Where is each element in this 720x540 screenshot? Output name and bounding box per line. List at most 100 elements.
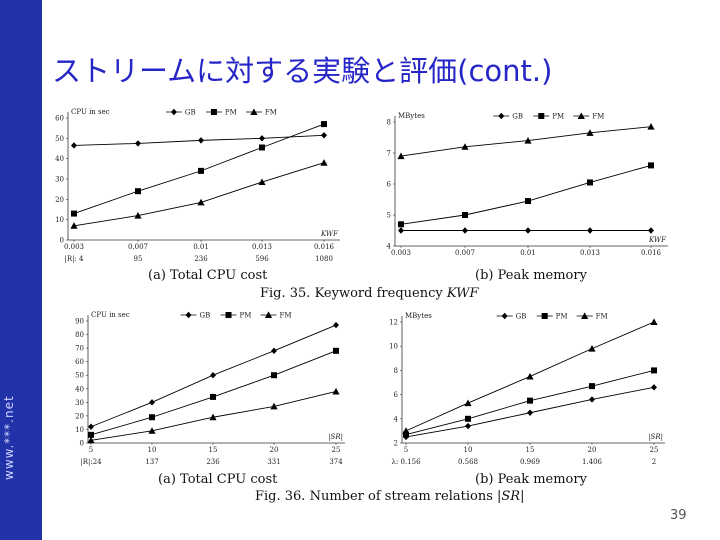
x-extra-label: 236 [194, 255, 208, 263]
figure-caption-36: Fig. 36. Number of stream relations |SR| [255, 489, 524, 504]
slide-title: ストリームに対する実験と評価(cont.) [52, 54, 553, 88]
legend-marker [264, 311, 273, 318]
legend-label: FM [265, 109, 277, 117]
y-tick-label: 6 [394, 391, 399, 399]
y-tick-label: 8 [387, 119, 391, 127]
data-point [87, 436, 95, 444]
data-point [270, 402, 278, 410]
x-tick-label: 0.016 [314, 243, 335, 251]
data-point [320, 159, 328, 166]
legend-label: PM [552, 113, 564, 121]
data-point [461, 143, 469, 150]
y-tick-label: 10 [75, 426, 84, 434]
data-point [197, 198, 205, 206]
data-point [148, 427, 156, 434]
data-point [398, 227, 404, 234]
data-point [465, 422, 471, 430]
data-point [647, 123, 655, 130]
data-point [333, 321, 339, 329]
data-point [210, 372, 216, 379]
y-axis-label: CPU in sec [71, 108, 110, 116]
x-extra-label: 1080 [315, 255, 333, 263]
data-point [258, 178, 266, 186]
x-tick-label: 0.007 [128, 243, 148, 251]
data-point [462, 227, 468, 234]
legend-marker [210, 109, 217, 115]
x-axis-label: KWF [320, 230, 339, 238]
x-tick-label: 0.01 [520, 249, 536, 257]
data-point [586, 129, 594, 136]
data-point [321, 132, 327, 139]
series-line [90, 350, 337, 436]
data-point [149, 399, 155, 406]
y-tick-label: 0 [60, 237, 64, 245]
data-point [403, 431, 409, 438]
data-point [398, 221, 404, 228]
legend-marker [581, 312, 589, 319]
data-point [71, 210, 77, 217]
caption-a-top: (a) Total CPU cost [148, 268, 268, 283]
y-tick-label: 2 [394, 440, 398, 448]
data-point [651, 367, 657, 374]
x-extra-label: 0.969 [520, 458, 540, 466]
x-axis-label: |SR| [328, 433, 343, 441]
y-tick-label: 7 [387, 150, 391, 158]
x-extra-label: 331 [267, 458, 280, 466]
data-point [259, 144, 265, 151]
y-tick-label: 40 [75, 385, 84, 393]
data-point [134, 212, 142, 219]
data-point [333, 347, 339, 354]
data-point [524, 137, 532, 144]
x-extra-label: 374 [329, 458, 343, 466]
y-tick-label: 4 [387, 243, 392, 251]
x-extra-label: |R|:24 [80, 458, 102, 466]
data-point [321, 121, 327, 128]
y-tick-label: 10 [389, 343, 398, 351]
y-tick-label: 8 [394, 367, 398, 375]
y-tick-label: 70 [75, 345, 84, 353]
x-tick-label: 5 [404, 446, 408, 454]
x-axis-label: |SR| [648, 433, 663, 441]
y-tick-label: 20 [75, 412, 84, 420]
legend-marker [225, 312, 232, 318]
y-tick-label: 4 [394, 415, 399, 423]
legend-marker [250, 108, 258, 115]
data-point [527, 409, 533, 416]
legend-marker [185, 311, 192, 319]
caption-b-bottom: (b) Peak memory [475, 472, 588, 487]
legend-label: GB [516, 313, 527, 321]
data-point [149, 414, 155, 421]
data-point [88, 423, 94, 430]
x-tick-label: 0.013 [252, 243, 272, 251]
legend-label: PM [240, 312, 252, 320]
data-point [71, 142, 77, 149]
x-tick-label: 25 [650, 446, 659, 454]
y-tick-label: 30 [55, 176, 64, 184]
x-tick-label: 15 [526, 446, 535, 454]
data-point [589, 383, 595, 390]
y-tick-label: 60 [55, 115, 64, 123]
legend-label: GB [200, 312, 211, 320]
y-tick-label: 6 [387, 181, 392, 189]
data-point [587, 227, 593, 234]
data-point [648, 162, 654, 169]
x-tick-label: 15 [209, 446, 218, 454]
data-point [462, 212, 468, 218]
data-point [88, 431, 94, 438]
data-point [397, 152, 405, 160]
y-tick-label: 90 [75, 318, 84, 326]
data-point [525, 227, 531, 234]
y-tick-label: 60 [75, 358, 84, 366]
y-tick-label: 80 [75, 331, 84, 339]
x-extra-label: 0.568 [458, 458, 478, 466]
y-tick-label: 50 [55, 135, 64, 143]
y-tick-label: 50 [75, 372, 84, 380]
y-tick-label: 10 [55, 216, 64, 224]
chart-cpu-sr: 0 10 20 30 40 50 60 70 80 90 CPU in sec 5 10 15 20 25 |R… [75, 311, 345, 466]
series-line [400, 164, 652, 225]
data-point [587, 179, 593, 186]
data-point [135, 188, 141, 195]
legend-label: FM [280, 312, 292, 320]
legend-marker [498, 112, 505, 120]
data-point [588, 345, 596, 352]
